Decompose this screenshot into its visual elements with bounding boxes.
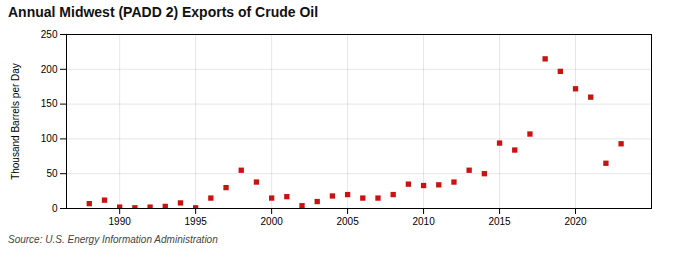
- svg-text:1990: 1990: [109, 216, 132, 227]
- html-text:Source: U.S. Energy Informatio: Source: U.S. Energy Information Administ…: [8, 234, 218, 245]
- svg-text:Thousand Barrels per Day: Thousand Barrels per Day: [10, 63, 21, 180]
- svg-text:150: 150: [41, 98, 58, 109]
- svg-text:2005: 2005: [336, 216, 359, 227]
- svg-text:100: 100: [41, 133, 58, 144]
- html-text:Annual Midwest (PADD 2) Export: Annual Midwest (PADD 2) Exports of Crude…: [8, 4, 319, 20]
- svg-text:2000: 2000: [261, 216, 284, 227]
- svg-text:1995: 1995: [185, 216, 208, 227]
- svg-text:250: 250: [41, 29, 58, 40]
- svg-text:50: 50: [46, 168, 58, 179]
- svg-text:0: 0: [52, 203, 58, 214]
- svg-text:2015: 2015: [488, 216, 511, 227]
- svg-text:2010: 2010: [412, 216, 435, 227]
- svg-text:200: 200: [41, 64, 58, 75]
- svg-text:2020: 2020: [564, 216, 587, 227]
